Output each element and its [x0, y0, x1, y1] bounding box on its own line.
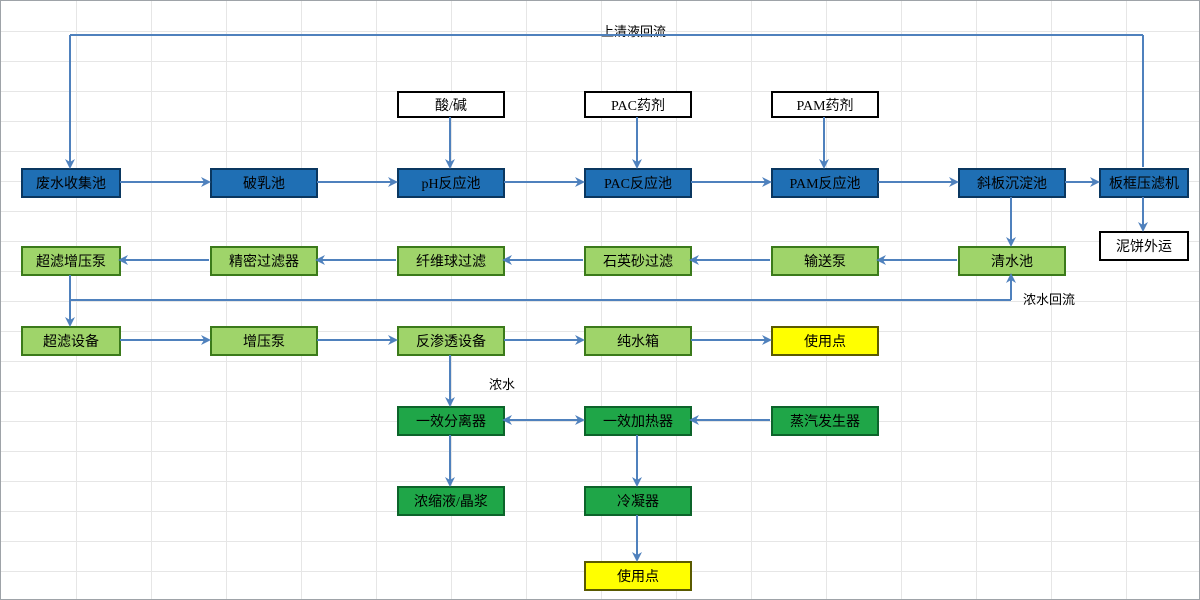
- flowchart-canvas: 酸/碱 PAC药剂 PAM药剂废水收集池 破乳池 pH反应池 PAC反应池 PAM反应池 斜板…: [0, 0, 1200, 600]
- node-sedim: 斜板沉淀池: [958, 168, 1066, 198]
- node-precision: 精密过滤器: [210, 246, 318, 276]
- node-fiberball: 纤维球过滤: [397, 246, 505, 276]
- node-filterpress: 板框压滤机: [1099, 168, 1189, 198]
- node-boost: 增压泵: [210, 326, 318, 356]
- node-sandfilter: 石英砂过滤: [584, 246, 692, 276]
- node-uf_pump: 超滤增压泵: [21, 246, 121, 276]
- node-condenser: 冷凝器: [584, 486, 692, 516]
- node-pam_drug: PAM药剂: [771, 91, 879, 118]
- label-supern: 上清液回流: [601, 21, 666, 40]
- node-puretank: 纯水箱: [584, 326, 692, 356]
- node-ro: 反渗透设备: [397, 326, 505, 356]
- node-clearpool: 清水池: [958, 246, 1066, 276]
- node-demul: 破乳池: [210, 168, 318, 198]
- node-pam_react: PAM反应池: [771, 168, 879, 198]
- node-conc_crystal: 浓缩液/晶浆: [397, 486, 505, 516]
- node-pac_drug: PAC药剂: [584, 91, 692, 118]
- node-uf: 超滤设备: [21, 326, 121, 356]
- node-mudcake: 泥饼外运: [1099, 231, 1189, 261]
- node-heat1: 一效加热器: [584, 406, 692, 436]
- node-acid: 酸/碱: [397, 91, 505, 118]
- node-collect: 废水收集池: [21, 168, 121, 198]
- node-sep1: 一效分离器: [397, 406, 505, 436]
- label-conc: 浓水: [489, 374, 515, 393]
- node-ph: pH反应池: [397, 168, 505, 198]
- node-use2: 使用点: [584, 561, 692, 591]
- node-steamgen: 蒸汽发生器: [771, 406, 879, 436]
- node-pac_react: PAC反应池: [584, 168, 692, 198]
- label-concback: 浓水回流: [1023, 289, 1075, 308]
- node-use1: 使用点: [771, 326, 879, 356]
- node-feedpump: 输送泵: [771, 246, 879, 276]
